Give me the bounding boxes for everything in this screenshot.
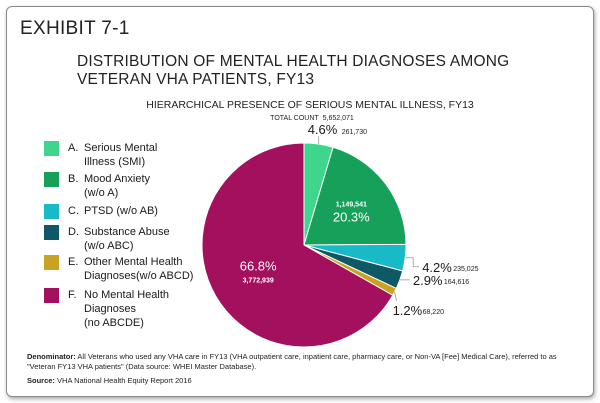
legend-item-b: B. Mood Anxiety (w/o A) bbox=[44, 172, 150, 200]
legend-swatch-b bbox=[44, 172, 59, 187]
count-label-d: 164,616 bbox=[444, 279, 469, 286]
count-label-e: 68,220 bbox=[423, 309, 445, 316]
count-label-b: 1,149,541 bbox=[336, 201, 367, 208]
pie-slice-b bbox=[303, 146, 407, 246]
legend-item-f: F. No Mental Health Diagnoses (no ABCDE) bbox=[44, 288, 169, 330]
pct-label-b: 20.3% bbox=[333, 209, 370, 224]
leader-line-e bbox=[394, 291, 397, 301]
exhibit-number: EXHIBIT 7-1 bbox=[20, 18, 130, 39]
total-count-label: TOTAL COUNT bbox=[270, 115, 319, 122]
legend-item-a: A. Serious Mental Illness (SMI) bbox=[44, 141, 157, 169]
legend-label-c: PTSD (w/o AB) bbox=[84, 205, 158, 217]
pie-leader-lines bbox=[318, 136, 420, 301]
footnote-text: All Veterans who used any VHA care in FY… bbox=[27, 352, 557, 371]
legend-letter-b: B. bbox=[68, 173, 79, 185]
pie-slices bbox=[201, 142, 407, 348]
legend-swatch-d bbox=[44, 225, 59, 240]
chart-title: HIERARCHICAL PRESENCE OF SERIOUS MENTAL … bbox=[146, 99, 474, 111]
legend-label-e: Other Mental Health Diagnoses(w/o ABCD) bbox=[84, 256, 194, 282]
pie-labels: 4.6% 261,730 4.2% 235,025 2.9% 164,616 1.2% 68,… bbox=[240, 122, 479, 318]
footnote-label: Denominator: bbox=[27, 352, 76, 361]
legend-label-d: Substance Abuse (w/o ABC) bbox=[84, 226, 170, 252]
pie-slice-f bbox=[201, 142, 394, 348]
legend-swatch-e bbox=[44, 255, 59, 270]
legend-item-e: E. Other Mental Health Diagnoses(w/o ABC… bbox=[44, 255, 193, 283]
legend-item-c: C. PTSD (w/o AB) bbox=[44, 204, 158, 219]
legend-swatch-f bbox=[44, 288, 59, 303]
pct-label-f: 66.8% bbox=[240, 259, 277, 274]
title-line-2: VETERAN VHA PATIENTS, FY13 bbox=[77, 71, 315, 88]
legend-letter-e: E. bbox=[68, 256, 79, 268]
source-text: VHA National Health Equity Report 2016 bbox=[57, 376, 192, 385]
legend-label-f: No Mental Health Diagnoses (no ABCDE) bbox=[84, 289, 169, 329]
legend-swatch-a bbox=[44, 141, 59, 156]
legend-label-a: Serious Mental Illness (SMI) bbox=[84, 142, 158, 168]
legend-letter-c: C. bbox=[68, 205, 79, 217]
count-label-c: 235,025 bbox=[453, 266, 478, 273]
pct-label-a: 4.6% bbox=[308, 122, 338, 137]
title-line-1: DISTRIBUTION OF MENTAL HEALTH DIAGNOSES … bbox=[77, 53, 510, 70]
leader-line-c bbox=[405, 257, 420, 268]
total-count-value: 5,652,071 bbox=[322, 115, 354, 122]
exhibit-title: DISTRIBUTION OF MENTAL HEALTH DIAGNOSES … bbox=[77, 53, 509, 89]
source-label: Source: bbox=[27, 376, 55, 385]
count-label-a: 261,730 bbox=[342, 129, 367, 136]
legend-swatch-c bbox=[44, 204, 59, 219]
pct-label-e: 1.2% bbox=[393, 303, 423, 318]
pct-label-d: 2.9% bbox=[413, 273, 443, 288]
total-count: TOTAL COUNT 5,652,071 bbox=[145, 115, 475, 122]
footnote: Denominator: All Veterans who used any V… bbox=[27, 352, 582, 371]
count-label-f: 3,772,939 bbox=[243, 278, 274, 285]
legend-letter-d: D. bbox=[68, 226, 79, 238]
pct-label-c: 4.2% bbox=[422, 260, 452, 275]
legend-label-b: Mood Anxiety (w/o A) bbox=[84, 173, 151, 199]
legend-letter-f: F. bbox=[68, 289, 77, 301]
legend-letter-a: A. bbox=[68, 142, 79, 154]
legend-item-d: D. Substance Abuse (w/o ABC) bbox=[44, 225, 170, 253]
source-note: Source: VHA National Health Equity Repor… bbox=[27, 376, 192, 385]
